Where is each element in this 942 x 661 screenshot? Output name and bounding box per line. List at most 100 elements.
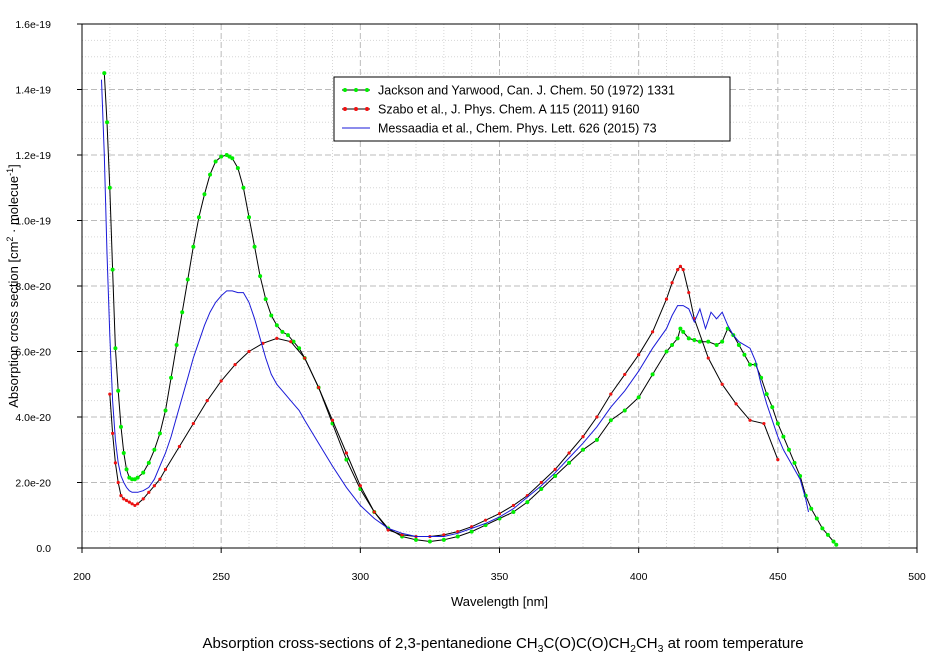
data-point	[130, 477, 135, 482]
data-point	[414, 537, 418, 542]
series-line-2	[109, 265, 779, 537]
data-point	[157, 431, 162, 436]
x-tick-label: 450	[769, 571, 787, 583]
data-point	[567, 460, 572, 465]
data-point	[141, 470, 146, 475]
y-tick-label: 1.2e-19	[15, 150, 51, 162]
data-point	[748, 418, 752, 422]
data-point	[158, 477, 162, 481]
data-point	[274, 323, 279, 328]
data-point	[141, 497, 145, 501]
data-point	[714, 342, 719, 347]
data-point	[191, 244, 196, 249]
data-point	[511, 509, 516, 514]
data-point	[697, 339, 702, 344]
y-axis-title-mid: · molecue	[6, 176, 21, 237]
data-point	[456, 530, 460, 534]
data-point	[692, 338, 697, 343]
data-point	[664, 349, 669, 354]
data-point	[623, 372, 627, 377]
data-point	[400, 533, 404, 537]
y-tick-label: 2.0e-20	[15, 478, 51, 490]
caption-part-2: C(O)C(O)CH	[543, 635, 630, 652]
data-point	[196, 215, 201, 220]
data-point	[748, 362, 752, 367]
data-point	[676, 268, 680, 272]
data-point	[110, 267, 115, 272]
data-point	[297, 346, 302, 351]
data-point	[681, 268, 685, 272]
data-point	[269, 313, 274, 318]
series-line-1	[103, 73, 837, 546]
y-tick-label: 8.0e-20	[15, 281, 51, 293]
data-point	[809, 506, 814, 511]
series-2	[108, 264, 780, 539]
caption-part-1: 3	[538, 643, 544, 655]
series-line-3	[101, 79, 809, 537]
data-point	[289, 340, 293, 344]
data-point	[483, 518, 488, 522]
data-point	[122, 497, 126, 501]
data-point	[252, 244, 257, 249]
data-point	[205, 399, 209, 403]
data-point	[152, 447, 157, 452]
data-point	[678, 326, 683, 331]
data-point	[116, 480, 120, 485]
legend: Jackson and Yarwood, Can. J. Chem. 50 (1…	[333, 76, 731, 142]
legend-swatch-marker	[343, 88, 347, 92]
data-point	[303, 356, 307, 360]
y-tick-label: 4.0e-20	[15, 412, 51, 424]
series-1	[102, 71, 839, 547]
data-point	[358, 484, 362, 488]
data-point	[664, 297, 669, 301]
y-axis-title-main: Absorption cross section [cm	[6, 242, 21, 408]
data-point	[219, 154, 224, 159]
data-point	[814, 516, 819, 521]
data-point	[764, 392, 769, 397]
y-tick-label: 1.6e-19	[15, 19, 51, 31]
legend-label: Jackson and Yarwood, Can. J. Chem. 50 (1…	[378, 84, 675, 98]
data-point	[147, 490, 151, 494]
data-point	[775, 421, 780, 426]
data-point	[762, 421, 766, 426]
data-point	[686, 336, 691, 341]
data-point	[706, 356, 710, 360]
grid	[82, 24, 917, 548]
data-point	[105, 120, 110, 125]
data-point	[130, 502, 134, 506]
data-point	[121, 451, 126, 456]
axis-ticks: 200 250 300 350 400 450 500 0.0 2.0e-20 4.0e-20 6.…	[15, 19, 926, 583]
data-point	[469, 529, 474, 534]
y-tick-label: 0.0	[36, 543, 51, 555]
data-point	[152, 484, 156, 488]
data-point	[831, 539, 836, 544]
data-point	[706, 339, 711, 344]
data-point	[742, 352, 747, 357]
data-point	[113, 346, 118, 351]
data-point	[133, 503, 137, 508]
data-point	[119, 494, 123, 498]
series-layer	[101, 71, 839, 547]
data-point	[113, 461, 117, 465]
chart-caption: Absorption cross-sections of 2,3-pentane…	[202, 635, 803, 655]
data-point	[720, 339, 725, 344]
data-point	[581, 447, 585, 452]
data-point	[567, 451, 571, 455]
data-point	[770, 405, 775, 410]
data-point	[102, 71, 107, 76]
y-axis-title-sup2: -1	[5, 168, 15, 176]
data-point	[553, 473, 558, 478]
data-point	[792, 460, 797, 465]
y-axis-title-end: ]	[6, 164, 21, 168]
data-point	[734, 402, 738, 406]
data-point	[180, 310, 185, 315]
x-tick-label: 400	[630, 571, 648, 583]
data-point	[280, 329, 285, 334]
caption-part-3: 2	[630, 643, 636, 655]
data-point	[581, 435, 585, 439]
data-point	[202, 192, 207, 197]
data-point	[553, 467, 557, 471]
data-point	[135, 475, 140, 480]
data-point	[637, 353, 641, 357]
x-tick-label: 350	[491, 571, 509, 583]
